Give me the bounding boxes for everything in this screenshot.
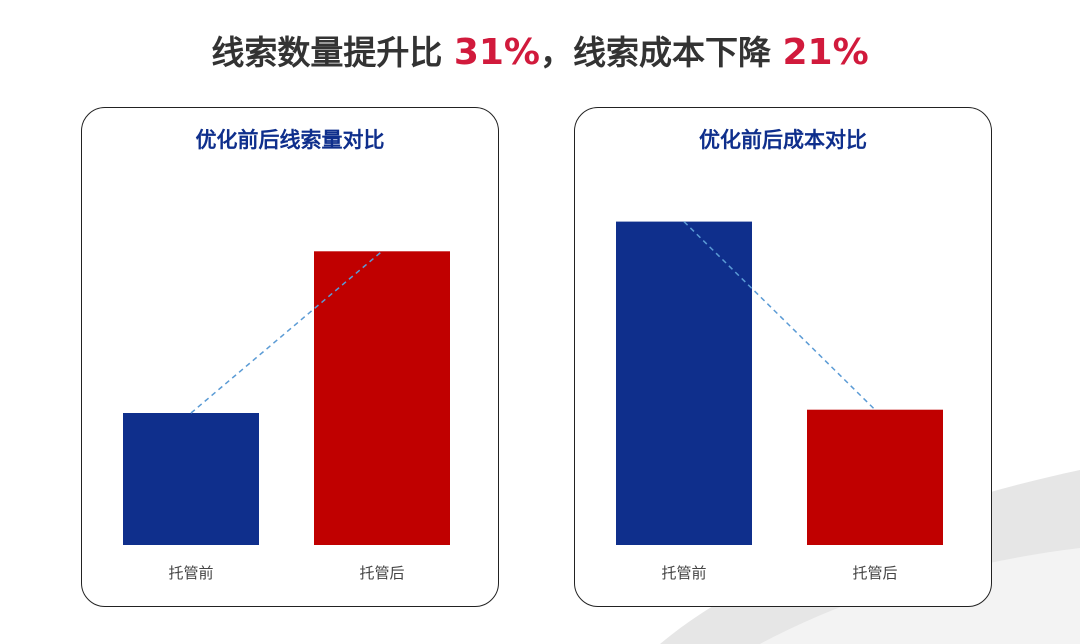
bar-after <box>807 409 943 545</box>
category-label: 托管后 <box>852 564 897 582</box>
cost-chart-panel: 优化前后成本对比 托管前 托管后 <box>574 107 992 607</box>
headline-percent-increase: 31% <box>453 32 540 73</box>
headline-percent-decrease: 21% <box>782 32 869 73</box>
headline: 线索数量提升比 31%，线索成本下降 21% <box>0 26 1080 74</box>
category-label: 托管前 <box>168 564 213 582</box>
lead-volume-chart-title: 优化前后线索量对比 <box>195 128 385 152</box>
headline-text-2: ，线索成本下降 <box>540 33 783 72</box>
trend-line <box>190 250 383 414</box>
lead-volume-chart: 托管前 托管后 <box>123 250 450 582</box>
category-label: 托管后 <box>359 564 404 582</box>
headline-text-1: 线索数量提升比 <box>211 33 454 72</box>
cost-chart: 托管前 托管后 <box>616 221 943 582</box>
category-label: 托管前 <box>661 564 706 582</box>
bar-before <box>616 221 752 545</box>
bar-after <box>314 251 450 546</box>
cost-chart-title: 优化前后成本对比 <box>699 128 867 152</box>
lead-volume-chart-panel: 优化前后线索量对比 托管前 托管后 <box>81 107 499 607</box>
bar-before <box>123 413 259 545</box>
